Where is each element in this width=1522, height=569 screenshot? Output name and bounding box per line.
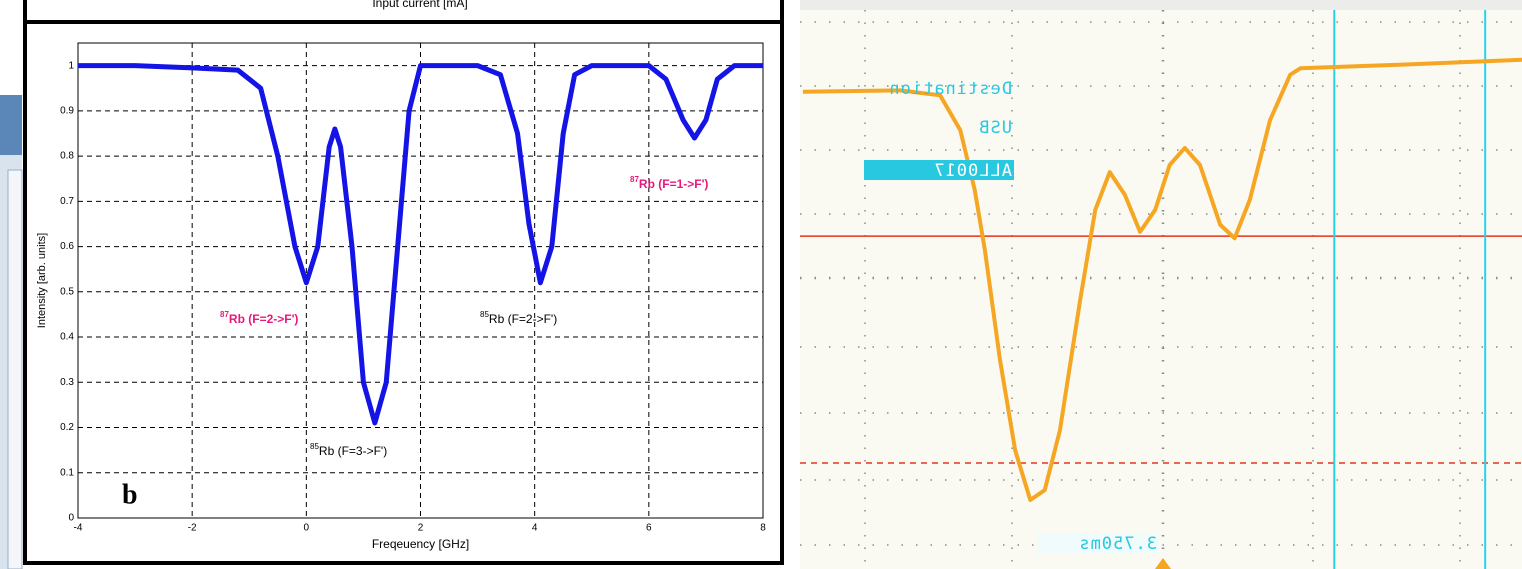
y-tick-label: 0.8 — [60, 151, 74, 162]
y-axis-label: Intensity [arb. units] — [36, 233, 48, 328]
x-axis-label: Freqeuency [GHz] — [372, 537, 469, 551]
y-tick-label: 0.6 — [60, 241, 74, 252]
y-tick-label: 0.4 — [60, 332, 74, 343]
annotation: 87Rb (F=1->F') — [630, 175, 708, 191]
x-tick-label: 0 — [304, 523, 310, 534]
annotation-text: Rb (F=1->F') — [639, 177, 709, 191]
mirrored-label: 3.750ms — [1037, 533, 1159, 554]
x-tick-label: 6 — [646, 523, 652, 534]
annotation: 85Rb (F=3->F') — [310, 442, 387, 458]
y-tick-label: 0.9 — [60, 105, 74, 116]
mirrored-label: ALL0017 — [864, 160, 1014, 181]
scope-label: Destination — [888, 79, 1012, 99]
prev-xlabel: Input current [mA] — [372, 0, 467, 10]
y-tick-label: 0 — [68, 513, 74, 524]
y-tick-label: 0.7 — [60, 196, 74, 207]
y-tick-label: 0.5 — [60, 286, 74, 297]
mirrored-label: USB — [978, 118, 1012, 138]
x-tick-label: -4 — [74, 523, 83, 534]
y-tick-label: 0.2 — [60, 422, 74, 433]
panel-label: b — [122, 479, 138, 510]
x-tick-label: 4 — [532, 523, 538, 534]
y-tick-label: 0.1 — [60, 467, 74, 478]
y-tick-label: 1 — [68, 60, 74, 71]
window-titlebar — [0, 95, 22, 155]
y-tick-label: 0.3 — [60, 377, 74, 388]
page: {"chart_data": [ {"type": "line", "title… — [0, 0, 1522, 569]
mirrored-label: Destination — [888, 79, 1012, 99]
annotation: 87Rb (F=2->F') — [220, 310, 298, 326]
scope-label: 3.750ms — [1078, 534, 1157, 554]
figure: Input current [mA] -4 -2 0 2 4 6 8 0 0.1 0.2 0.3 0.… — [0, 0, 1522, 569]
scope-label: ALL0017 — [933, 161, 1012, 181]
scope-label: USB — [978, 118, 1012, 138]
annotation-text: Rb (F=3->F') — [319, 444, 387, 458]
scope-top-band — [800, 0, 1522, 10]
x-tick-label: -2 — [188, 523, 197, 534]
x-tick-label: 2 — [418, 523, 424, 534]
x-tick-label: 8 — [760, 523, 766, 534]
annotation: 85Rb (F=2->F') — [480, 310, 557, 326]
window-pane — [8, 170, 22, 569]
annotation-text: Rb (F=2->F') — [229, 312, 299, 326]
annotation-text: Rb (F=2->F') — [489, 312, 557, 326]
